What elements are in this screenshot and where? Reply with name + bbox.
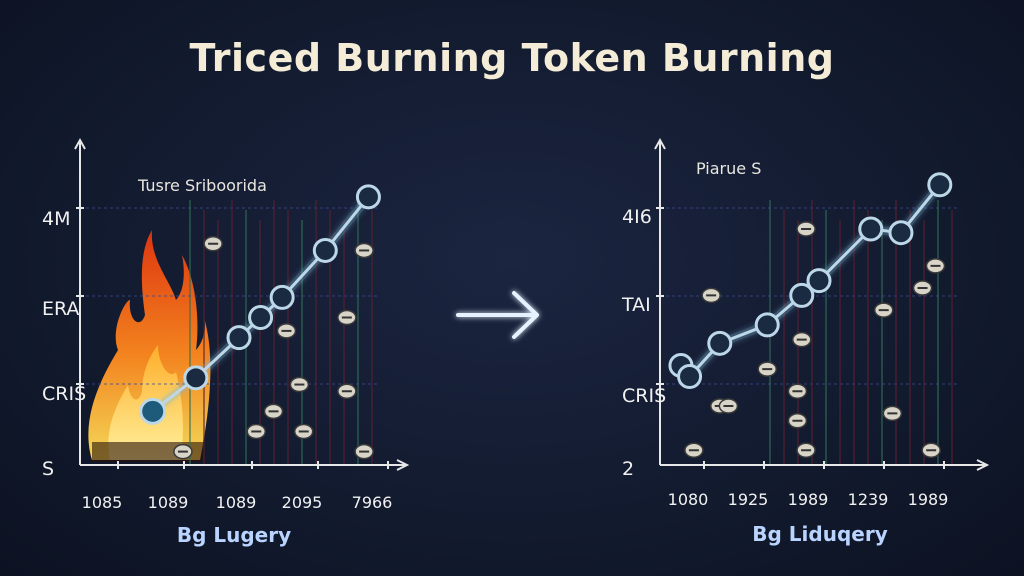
fire-icon	[88, 230, 211, 462]
page-title: Triced Burning Token Burning	[189, 36, 835, 80]
series-point	[677, 364, 703, 389]
y-tick-label: S	[42, 458, 54, 480]
x-tick-label: 1989	[908, 490, 949, 509]
x-tick-label: 7966	[352, 493, 393, 512]
x-tick-label: 1089	[148, 493, 189, 512]
series-point	[888, 220, 914, 246]
left-series-line	[139, 184, 381, 425]
left-axes	[74, 137, 410, 471]
x-tick-label: 1089	[216, 493, 257, 512]
series-point	[312, 237, 338, 263]
series-point	[139, 397, 167, 425]
right-chart-panel: 2 CRIS TAI 4I6 1080 1925 1989 1239 1989 Piarue …	[621, 137, 990, 546]
series-point	[754, 312, 780, 338]
left-x-ticks: 1085 1089 1089 2095 7966	[82, 461, 393, 512]
y-tick-label: ERA	[42, 298, 79, 320]
left-x-axis-label: Bg Lugery	[177, 523, 291, 547]
series-point	[248, 305, 274, 330]
series-point	[269, 284, 295, 310]
right-token-markers	[684, 221, 946, 458]
right-x-axis-label: Bg Liduqery	[752, 522, 887, 546]
y-tick-label: 4M	[42, 208, 70, 230]
right-x-ticks: 1080 1925 1989 1239 1989	[668, 461, 949, 509]
x-tick-label: 1925	[728, 490, 769, 509]
x-tick-label: 1239	[848, 490, 889, 509]
x-axis-arrow	[396, 459, 410, 471]
left-grid	[80, 207, 378, 385]
series-point	[927, 172, 953, 198]
left-token-markers	[173, 236, 374, 460]
x-axis-arrow	[976, 459, 990, 471]
series-point	[858, 216, 884, 242]
y-axis-arrow	[74, 137, 86, 150]
right-series-line	[668, 172, 953, 389]
series-point	[226, 325, 252, 351]
y-tick-label: TAI	[621, 294, 651, 316]
right-chart-title: Piarue S	[696, 159, 761, 178]
series-point	[806, 268, 832, 294]
y-tick-label: 2	[622, 458, 634, 480]
series-point	[183, 365, 209, 391]
right-y-ticks: 2 CRIS TAI 4I6	[621, 206, 666, 480]
y-tick-label: CRIS	[622, 385, 666, 407]
right-arrow-icon	[456, 291, 539, 339]
x-tick-label: 2095	[282, 493, 323, 512]
y-tick-label: 4I6	[622, 206, 652, 228]
x-tick-label: 1085	[82, 493, 123, 512]
left-chart-title: Tusre Sriboorida	[137, 176, 267, 195]
series-point	[355, 184, 381, 210]
series-point	[707, 330, 733, 356]
left-y-ticks: S CRIS ERA 4M	[42, 207, 86, 480]
y-axis-arrow	[654, 137, 666, 150]
y-tick-label: CRIS	[42, 383, 86, 405]
x-tick-label: 1989	[788, 490, 829, 509]
series-point	[789, 282, 815, 308]
left-chart-panel: S CRIS ERA 4M 1085 1089 1089 2095 7966 Tusre Sr…	[42, 137, 410, 547]
x-tick-label: 1080	[668, 490, 709, 509]
